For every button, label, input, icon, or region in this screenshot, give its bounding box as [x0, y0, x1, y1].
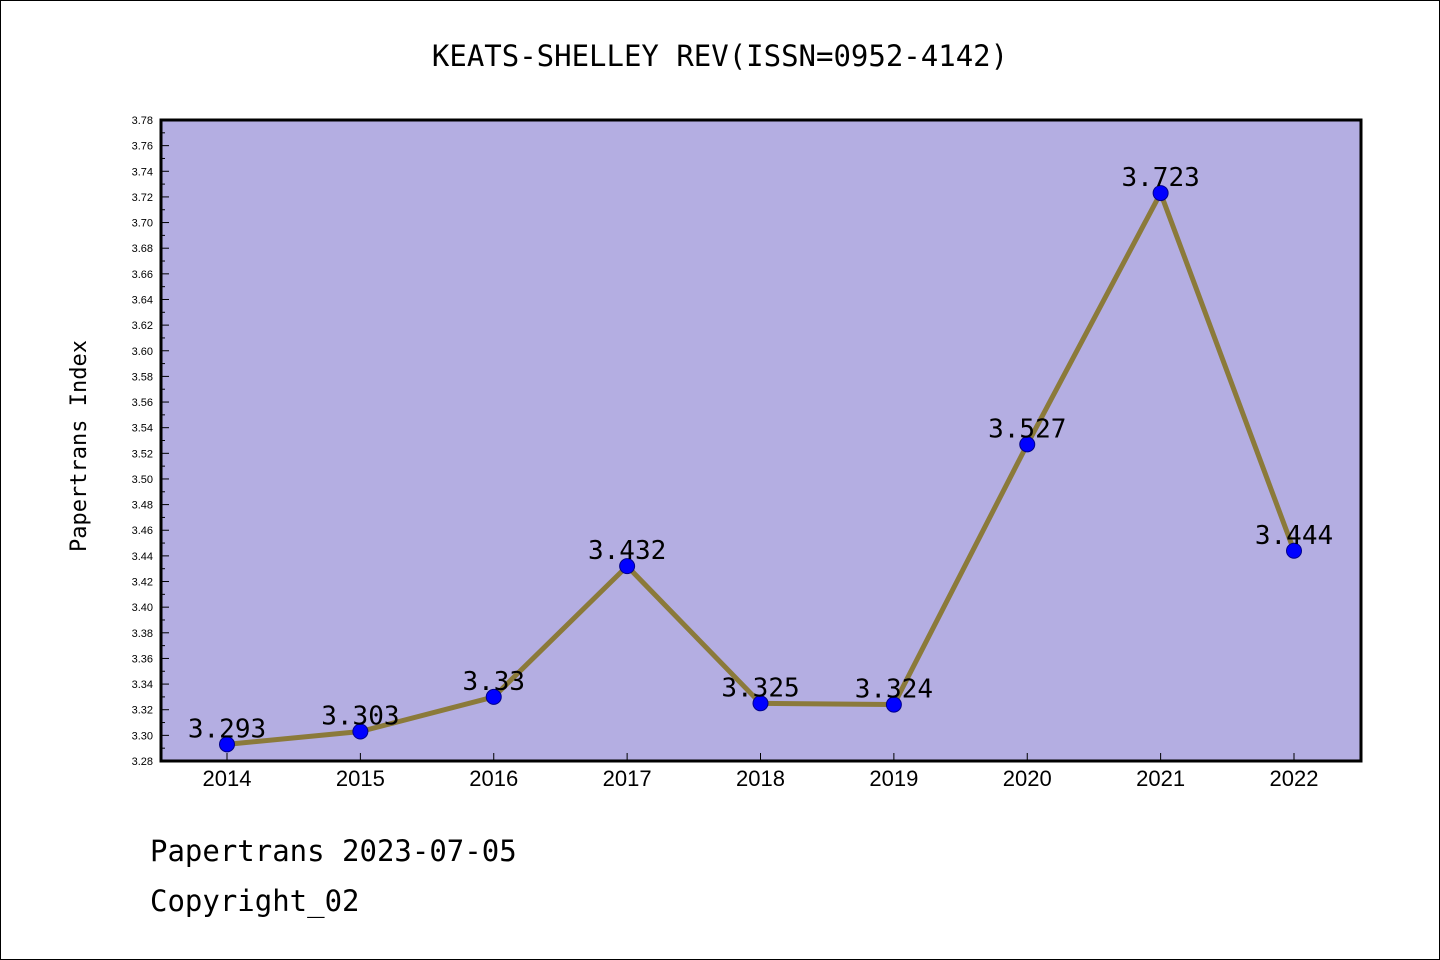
y-tick-label: 3.62 [132, 320, 153, 332]
y-tick-label: 3.48 [132, 500, 153, 512]
y-tick-label: 3.52 [132, 448, 153, 460]
y-tick-label: 3.30 [132, 730, 153, 742]
x-tick-label: 2020 [1003, 766, 1052, 791]
x-tick-label: 2017 [603, 766, 652, 791]
data-label: 3.723 [1121, 163, 1199, 193]
data-point-marker [619, 558, 636, 575]
data-label: 3.527 [988, 414, 1066, 444]
y-tick-label: 3.74 [132, 166, 153, 178]
y-tick-label: 3.68 [132, 243, 153, 255]
y-tick-label: 3.56 [132, 397, 153, 409]
y-tick-label: 3.64 [132, 294, 153, 306]
x-tick-label: 2015 [336, 766, 385, 791]
y-tick-label: 3.36 [132, 653, 153, 665]
footer-date-line: Papertrans 2023-07-05 [150, 834, 517, 868]
y-tick-label: 3.54 [132, 423, 153, 435]
data-label: 3.33 [462, 667, 525, 697]
data-point-marker [885, 696, 902, 713]
data-label: 3.293 [188, 714, 266, 744]
y-tick-label: 3.34 [132, 679, 153, 691]
x-tick-label: 2016 [469, 766, 518, 791]
y-tick-label: 3.50 [132, 474, 153, 486]
x-tick-label: 2018 [736, 766, 785, 791]
y-tick-label: 3.66 [132, 269, 153, 281]
x-tick-label: 2014 [203, 766, 252, 791]
y-tick-label: 3.78 [132, 115, 153, 127]
data-point-marker [752, 695, 769, 712]
data-label: 3.432 [588, 536, 666, 566]
plot-frame [159, 118, 1363, 763]
x-tick-label: 2019 [869, 766, 918, 791]
data-label: 3.444 [1255, 521, 1333, 551]
data-label: 3.324 [855, 675, 933, 705]
data-point-marker [485, 688, 502, 705]
x-tick-label: 2022 [1270, 766, 1319, 791]
chart-title: KEATS-SHELLEY REV(ISSN=0952-4142) [432, 39, 1008, 73]
y-tick-label: 3.42 [132, 577, 153, 589]
data-point-marker [352, 723, 369, 740]
data-label: 3.303 [321, 702, 399, 732]
y-tick-label: 3.76 [132, 141, 153, 153]
data-label: 3.325 [721, 673, 799, 703]
y-tick-label: 3.44 [132, 551, 153, 563]
data-point-marker [1152, 185, 1169, 202]
y-tick-label: 3.60 [132, 346, 153, 358]
y-tick-label: 3.32 [132, 705, 153, 717]
y-tick-label: 3.40 [132, 602, 153, 614]
y-tick-label: 3.28 [132, 756, 153, 768]
footer-copyright: Copyright_02 [150, 884, 360, 918]
y-tick-label: 3.38 [132, 628, 153, 640]
y-tick-label: 3.70 [132, 218, 153, 230]
data-point-marker [1286, 542, 1302, 559]
y-tick-label: 3.72 [132, 192, 153, 204]
data-point-marker [219, 736, 235, 753]
y-tick-label: 3.46 [132, 525, 153, 537]
plot-area [161, 120, 1361, 761]
y-axis-label: Papertrans Index [67, 340, 92, 552]
x-tick-label: 2021 [1136, 766, 1185, 791]
data-point-marker [1019, 436, 1036, 453]
y-tick-label: 3.58 [132, 371, 153, 383]
